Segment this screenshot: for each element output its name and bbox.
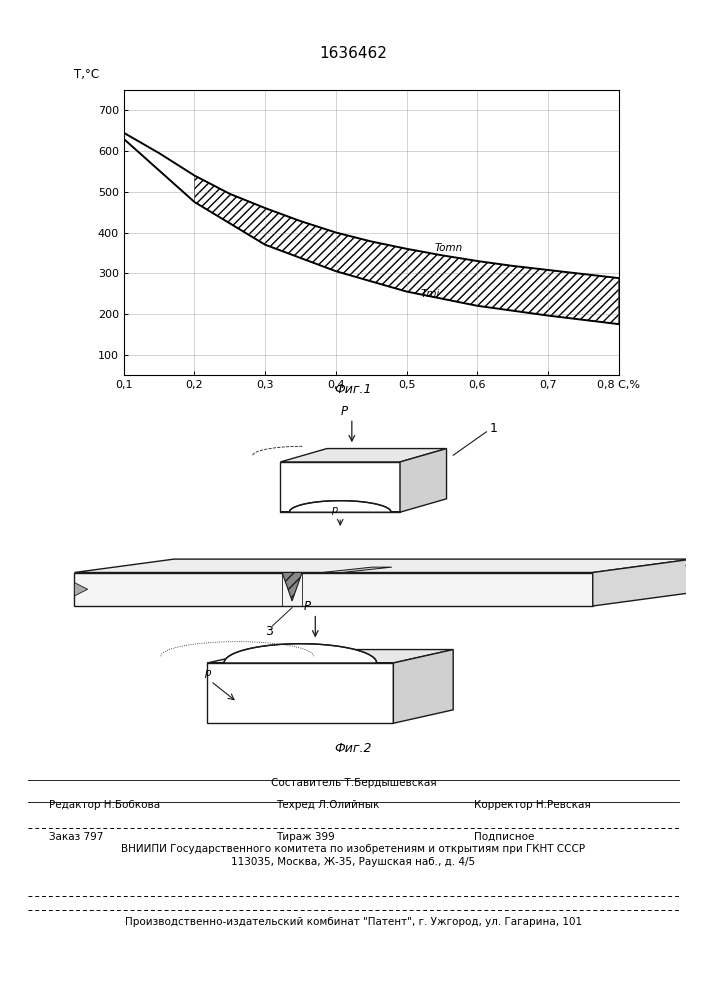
Polygon shape bbox=[592, 559, 692, 606]
Polygon shape bbox=[393, 650, 453, 723]
Text: ВНИИПИ Государственного комитета по изобретениям и открытиям при ГКНТ СССР: ВНИИПИ Государственного комитета по изоб… bbox=[122, 844, 585, 854]
Polygon shape bbox=[74, 572, 592, 606]
Polygon shape bbox=[322, 567, 392, 572]
Text: P: P bbox=[340, 405, 347, 418]
Polygon shape bbox=[207, 663, 393, 723]
Text: Заказ 797: Заказ 797 bbox=[49, 832, 104, 842]
Text: 3: 3 bbox=[265, 625, 273, 638]
Polygon shape bbox=[400, 449, 447, 512]
Text: 1: 1 bbox=[490, 422, 498, 435]
Polygon shape bbox=[74, 559, 692, 572]
Text: p: p bbox=[204, 668, 211, 678]
Text: Техред Л.Олийнык: Техред Л.Олийнык bbox=[276, 800, 379, 810]
Text: T,°C: T,°C bbox=[74, 68, 100, 81]
Polygon shape bbox=[281, 501, 400, 512]
Text: Производственно-издательский комбинат "Патент", г. Ужгород, ул. Гагарина, 101: Производственно-издательский комбинат "П… bbox=[125, 917, 582, 927]
Polygon shape bbox=[74, 583, 88, 596]
Text: P: P bbox=[304, 600, 311, 613]
Text: Корректор Н.Ревская: Корректор Н.Ревская bbox=[474, 800, 590, 810]
Polygon shape bbox=[207, 644, 393, 663]
Text: Редактор Н.Бобкова: Редактор Н.Бобкова bbox=[49, 800, 160, 810]
Polygon shape bbox=[281, 462, 400, 512]
Polygon shape bbox=[282, 572, 302, 601]
Text: Фиг.2: Фиг.2 bbox=[334, 742, 373, 755]
Text: Подписное: Подписное bbox=[474, 832, 534, 842]
Text: p: p bbox=[331, 505, 337, 515]
Text: Фиг.1: Фиг.1 bbox=[334, 383, 373, 396]
Polygon shape bbox=[207, 650, 453, 663]
Text: 113035, Москва, Ж-35, Раушская наб., д. 4/5: 113035, Москва, Ж-35, Раушская наб., д. … bbox=[231, 857, 476, 867]
Text: Тираж 399: Тираж 399 bbox=[276, 832, 334, 842]
Text: 1636462: 1636462 bbox=[320, 46, 387, 61]
Text: Составитель Т.Бердышевская: Составитель Т.Бердышевская bbox=[271, 778, 436, 788]
Text: Tmi: Tmi bbox=[421, 289, 440, 299]
Text: Tomn: Tomn bbox=[435, 243, 463, 253]
Polygon shape bbox=[281, 449, 447, 462]
